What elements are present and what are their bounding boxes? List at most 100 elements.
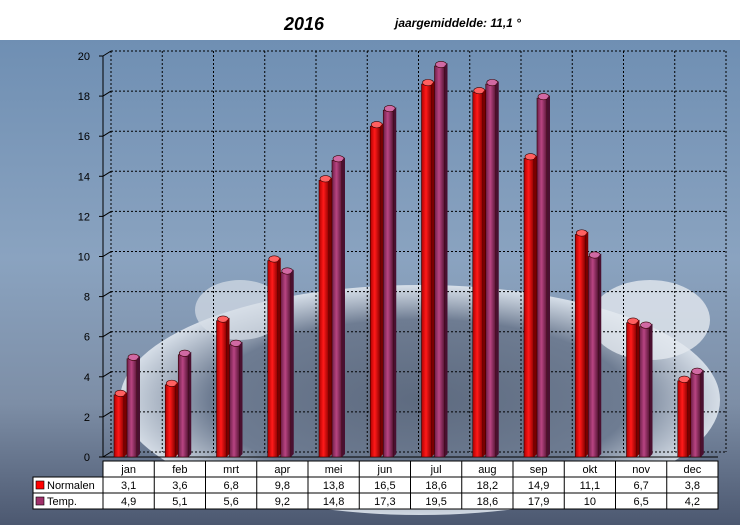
bar-side [495, 81, 499, 457]
y-tick-label: 10 [78, 252, 90, 264]
data-label: 10 [584, 496, 596, 508]
bar-temp [690, 372, 702, 458]
bar-side [290, 269, 294, 457]
gridline-side [102, 291, 112, 298]
bar-temp [229, 344, 240, 458]
bar-side [226, 317, 230, 457]
gridline-side [102, 251, 112, 257]
bar-normalen [267, 260, 279, 458]
x-tick-label: aug [478, 464, 496, 476]
gridline-side [102, 210, 112, 217]
y-tick-label: 20 [78, 51, 90, 63]
data-label: 3,6 [172, 480, 187, 492]
y-tick-label: 12 [78, 211, 90, 223]
data-label: 18,6 [477, 496, 498, 508]
data-label: 17,3 [374, 496, 395, 508]
bar-side [137, 355, 140, 457]
data-label: 9,2 [275, 496, 290, 508]
bar-normalen [216, 320, 227, 458]
bar-temp [382, 109, 394, 458]
data-label: 14,8 [323, 496, 344, 508]
bar-temp [536, 97, 548, 458]
bar-normalen [523, 157, 535, 458]
x-tick-label: jul [430, 464, 442, 476]
legend-swatch [35, 480, 45, 490]
bar-side [534, 155, 537, 457]
bar-side [636, 319, 640, 457]
bar-normalen [472, 91, 484, 458]
data-label: 13,8 [323, 480, 344, 492]
bar-side [444, 63, 448, 458]
data-label: 5,1 [172, 496, 187, 508]
bar-normalen [164, 384, 176, 458]
x-tick-label: jan [120, 464, 136, 476]
bar-normalen [369, 125, 381, 458]
bar-normalen [318, 180, 330, 458]
bar-side [342, 157, 345, 457]
gridline-side [102, 130, 112, 137]
data-label: 11,1 [580, 480, 601, 492]
x-tick-label: jun [377, 464, 393, 476]
bar-side [175, 381, 179, 457]
data-label: 6,8 [223, 480, 238, 492]
bar-side [687, 377, 691, 457]
bar-side [482, 89, 486, 457]
gridline-side [102, 331, 112, 338]
bar-side [277, 257, 281, 457]
bar-normalen [113, 394, 125, 458]
bar-side [547, 95, 550, 457]
legend-series-name: Normalen [47, 480, 95, 492]
bar-normalen [626, 322, 637, 458]
bar-side [431, 81, 435, 457]
x-tick-label: feb [172, 464, 187, 476]
bar-side [380, 123, 384, 458]
legend-swatch [35, 496, 45, 506]
bar-temp [434, 65, 445, 458]
bar-side [188, 351, 192, 457]
bar-temp [331, 159, 343, 458]
gridline-side [102, 90, 112, 97]
gridline-side [102, 451, 112, 458]
x-tick-label: mrt [223, 464, 239, 476]
data-label: 18,2 [477, 480, 498, 492]
x-tick-label: dec [684, 464, 702, 476]
bar-normalen [421, 83, 432, 458]
bar-side [124, 391, 127, 457]
data-label: 16,5 [374, 480, 395, 492]
bar-side [393, 107, 397, 457]
y-tick-label: 16 [78, 131, 90, 143]
bar-temp [126, 358, 138, 458]
x-tick-label: sep [530, 464, 548, 476]
data-label: 4,2 [685, 496, 700, 508]
gridline-side [102, 50, 112, 57]
bar-temp [485, 83, 497, 458]
bar-temp [639, 326, 650, 458]
y-tick-label: 8 [84, 292, 90, 304]
bar-temp [280, 272, 292, 458]
gridline-side [102, 170, 112, 177]
x-tick-label: okt [583, 464, 598, 476]
data-label: 17,9 [528, 496, 549, 508]
x-tick-label: nov [632, 464, 650, 476]
bar-temp [177, 354, 189, 458]
cloud-highlight [590, 280, 710, 360]
data-label: 6,5 [633, 496, 648, 508]
data-label: 19,5 [425, 496, 446, 508]
data-label: 3,1 [121, 480, 136, 492]
bar-side [585, 231, 589, 457]
y-tick-label: 4 [84, 372, 90, 384]
data-label: 9,8 [275, 480, 290, 492]
y-tick-label: 18 [78, 91, 90, 103]
bar-temp [587, 256, 599, 458]
bar-side [329, 177, 332, 457]
legend-series-name: Temp. [47, 496, 77, 508]
y-tick-label: 0 [84, 452, 90, 464]
data-label: 18,6 [425, 480, 446, 492]
chart-title: 2016 [284, 14, 325, 34]
x-tick-label: apr [274, 464, 290, 476]
bar-side [649, 323, 653, 457]
gridline-side [102, 411, 112, 418]
data-label: 6,7 [633, 480, 648, 492]
